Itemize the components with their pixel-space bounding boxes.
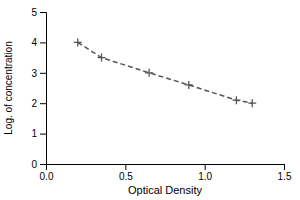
y-tick: 4	[31, 37, 46, 48]
y-tick-mark	[40, 103, 46, 104]
marker	[74, 38, 82, 46]
y-tick: 0	[31, 159, 46, 170]
x-axis-title: Optical Density	[128, 184, 202, 196]
x-tick-mark	[205, 164, 206, 170]
marker	[248, 99, 256, 107]
series	[74, 38, 257, 107]
y-tick-label: 2	[31, 98, 37, 109]
y-axis-line	[40, 13, 47, 165]
line	[78, 42, 253, 103]
y-tick-label: 3	[31, 68, 37, 79]
x-tick-label: 1.5	[278, 171, 292, 182]
x-tick: 1.5	[278, 164, 292, 182]
y-tick-label: 4	[31, 37, 37, 48]
x-tick: 1.0	[198, 164, 212, 182]
marker	[232, 96, 240, 104]
y-tick-label: 1	[31, 128, 37, 139]
y-tick-mark	[40, 134, 46, 135]
x-tick-mark	[284, 164, 285, 170]
y-tick: 1	[31, 128, 46, 139]
marker	[98, 54, 106, 62]
x-tick: 0.5	[119, 164, 133, 182]
y-tick: 3	[31, 68, 46, 79]
chart: 0.0 0.5 1.0 1.5 0 1 2 3 4 5 Optical Density Log. of…	[0, 0, 300, 200]
plot: 0.0 0.5 1.0 1.5 0 1 2 3 4 5	[31, 7, 291, 182]
y-axis: 0 1 2 3 4 5	[31, 7, 46, 170]
x-axis-line	[47, 165, 285, 171]
x-axis: 0.0 0.5 1.0 1.5	[40, 164, 292, 182]
x-tick-label: 0.5	[119, 171, 133, 182]
y-tick: 5	[31, 7, 46, 18]
y-tick: 2	[31, 98, 46, 109]
y-tick-mark	[40, 12, 46, 13]
x-tick: 0.0	[40, 164, 54, 182]
marker	[185, 81, 193, 89]
x-tick-mark	[125, 164, 126, 170]
x-tick-label: 1.0	[198, 171, 212, 182]
y-tick-label: 5	[31, 7, 37, 18]
y-tick-mark	[40, 73, 46, 74]
x-tick-label: 0.0	[40, 171, 54, 182]
y-axis-title: Log. of concentration	[3, 41, 14, 134]
marker	[145, 69, 153, 77]
y-tick-mark	[40, 42, 46, 43]
y-tick-label: 0	[31, 159, 37, 170]
y-tick-mark	[40, 164, 46, 165]
